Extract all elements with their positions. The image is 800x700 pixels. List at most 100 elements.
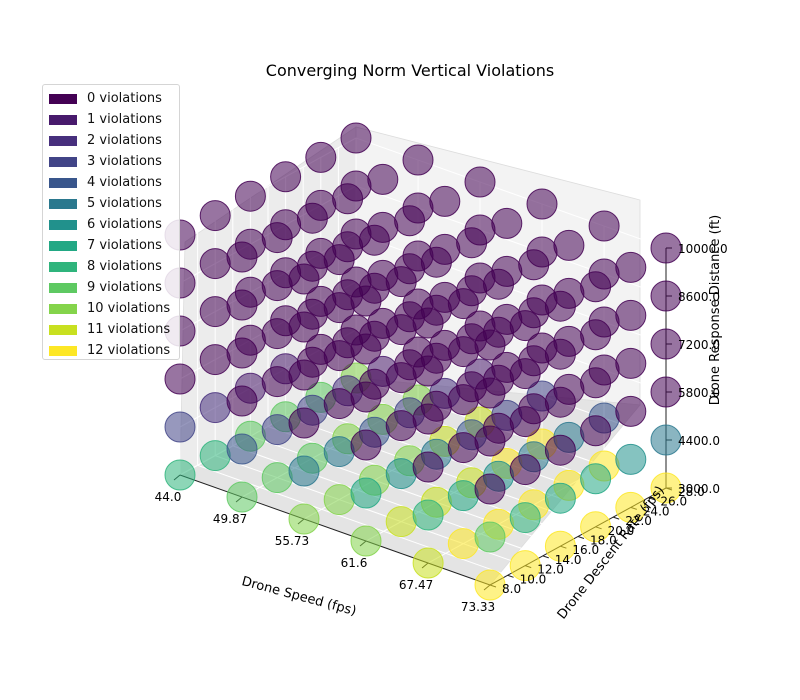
x-tick-label: 49.87 — [213, 512, 247, 526]
data-point — [164, 411, 196, 443]
data-point — [340, 122, 372, 154]
data-point — [288, 407, 320, 439]
x-axis-label: Drone Speed (fps) — [240, 574, 358, 619]
data-point — [199, 200, 231, 232]
legend-label: 10 violations — [87, 301, 171, 316]
data-point — [385, 410, 417, 442]
data-point — [350, 333, 382, 365]
data-point — [544, 482, 576, 514]
data-point — [412, 355, 444, 387]
x-tick-label: 67.47 — [399, 578, 433, 592]
data-point — [483, 268, 514, 300]
data-point — [650, 280, 682, 312]
legend-label: 3 violations — [87, 154, 162, 169]
data-point — [544, 290, 576, 322]
data-point — [447, 432, 479, 464]
legend-item: 7 violations — [49, 235, 179, 256]
legend-label: 5 violations — [87, 196, 162, 211]
data-point — [429, 185, 461, 217]
y-tick-label: 22.0 — [625, 514, 652, 528]
data-point — [464, 166, 496, 198]
data-point — [580, 271, 612, 303]
legend-swatch — [49, 114, 77, 125]
data-point — [580, 415, 612, 447]
legend-swatch — [49, 177, 77, 188]
data-point — [412, 403, 444, 435]
legend-item: 4 violations — [49, 172, 179, 193]
legend-item: 3 violations — [49, 151, 179, 172]
data-point — [261, 222, 293, 254]
z-tick-label: 7200.0 — [678, 338, 720, 352]
y-tick-mark — [507, 574, 514, 578]
data-point — [509, 406, 541, 438]
data-point — [367, 163, 399, 195]
data-point — [323, 340, 355, 372]
z-tick-label: 8600.0 — [678, 290, 720, 304]
data-point — [350, 381, 382, 413]
data-point — [323, 436, 355, 468]
y-tick-label: 28.0 — [678, 485, 705, 499]
x-tick-label: 73.33 — [461, 600, 495, 614]
legend-label: 9 violations — [87, 280, 162, 295]
data-point — [261, 366, 293, 398]
data-point — [491, 207, 523, 239]
y-tick-label: 8.0 — [502, 582, 521, 596]
y-tick-mark — [648, 497, 655, 501]
legend-label: 12 violations — [87, 343, 171, 358]
legend-swatch — [49, 324, 77, 335]
data-point — [323, 388, 355, 420]
data-point — [509, 310, 541, 342]
data-point — [296, 202, 328, 234]
data-point — [199, 296, 231, 328]
legend-swatch — [49, 345, 77, 356]
legend-label: 0 violations — [87, 91, 162, 106]
legend-swatch — [49, 303, 77, 314]
legend-label: 8 violations — [87, 259, 162, 274]
data-point — [288, 503, 320, 535]
data-point — [474, 521, 506, 553]
data-point — [385, 266, 417, 298]
data-point — [358, 224, 390, 256]
data-point — [544, 530, 576, 562]
legend-item: 5 violations — [49, 193, 179, 214]
data-point — [580, 463, 612, 495]
legend-swatch — [49, 282, 77, 293]
data-point — [226, 481, 258, 513]
legend-item: 6 violations — [49, 214, 179, 235]
data-point — [412, 451, 444, 483]
z-tick-label: 10000.0 — [678, 242, 728, 256]
data-point — [305, 141, 337, 173]
legend-swatch — [49, 219, 77, 230]
legend-swatch — [49, 240, 77, 251]
legend-item: 12 violations — [49, 340, 179, 361]
legend-label: 11 violations — [87, 322, 171, 337]
data-point — [474, 569, 506, 601]
data-point — [509, 550, 541, 582]
data-point — [261, 462, 293, 494]
data-point — [447, 480, 479, 512]
legend-swatch — [49, 135, 77, 146]
y-tick-label: 18.0 — [590, 534, 617, 548]
data-point — [226, 241, 258, 273]
data-point — [518, 249, 550, 281]
data-point — [226, 385, 258, 417]
data-point — [615, 491, 647, 523]
legend-swatch — [49, 156, 77, 167]
data-point — [474, 377, 506, 409]
legend-label: 4 violations — [87, 175, 162, 190]
data-point — [456, 227, 488, 259]
y-tick-label: 12.0 — [537, 563, 564, 577]
data-point — [350, 429, 382, 461]
data-point — [544, 338, 576, 370]
data-point — [385, 314, 417, 346]
data-point — [553, 229, 585, 261]
data-point — [350, 285, 382, 317]
data-point — [226, 337, 258, 369]
data-point — [412, 307, 444, 339]
legend-item: 10 violations — [49, 298, 179, 319]
chart-title: Converging Norm Vertical Violations — [266, 61, 554, 80]
data-point — [447, 288, 479, 320]
data-point — [447, 336, 479, 368]
y-tick-label: 20.0 — [608, 524, 635, 538]
data-point — [615, 299, 647, 331]
